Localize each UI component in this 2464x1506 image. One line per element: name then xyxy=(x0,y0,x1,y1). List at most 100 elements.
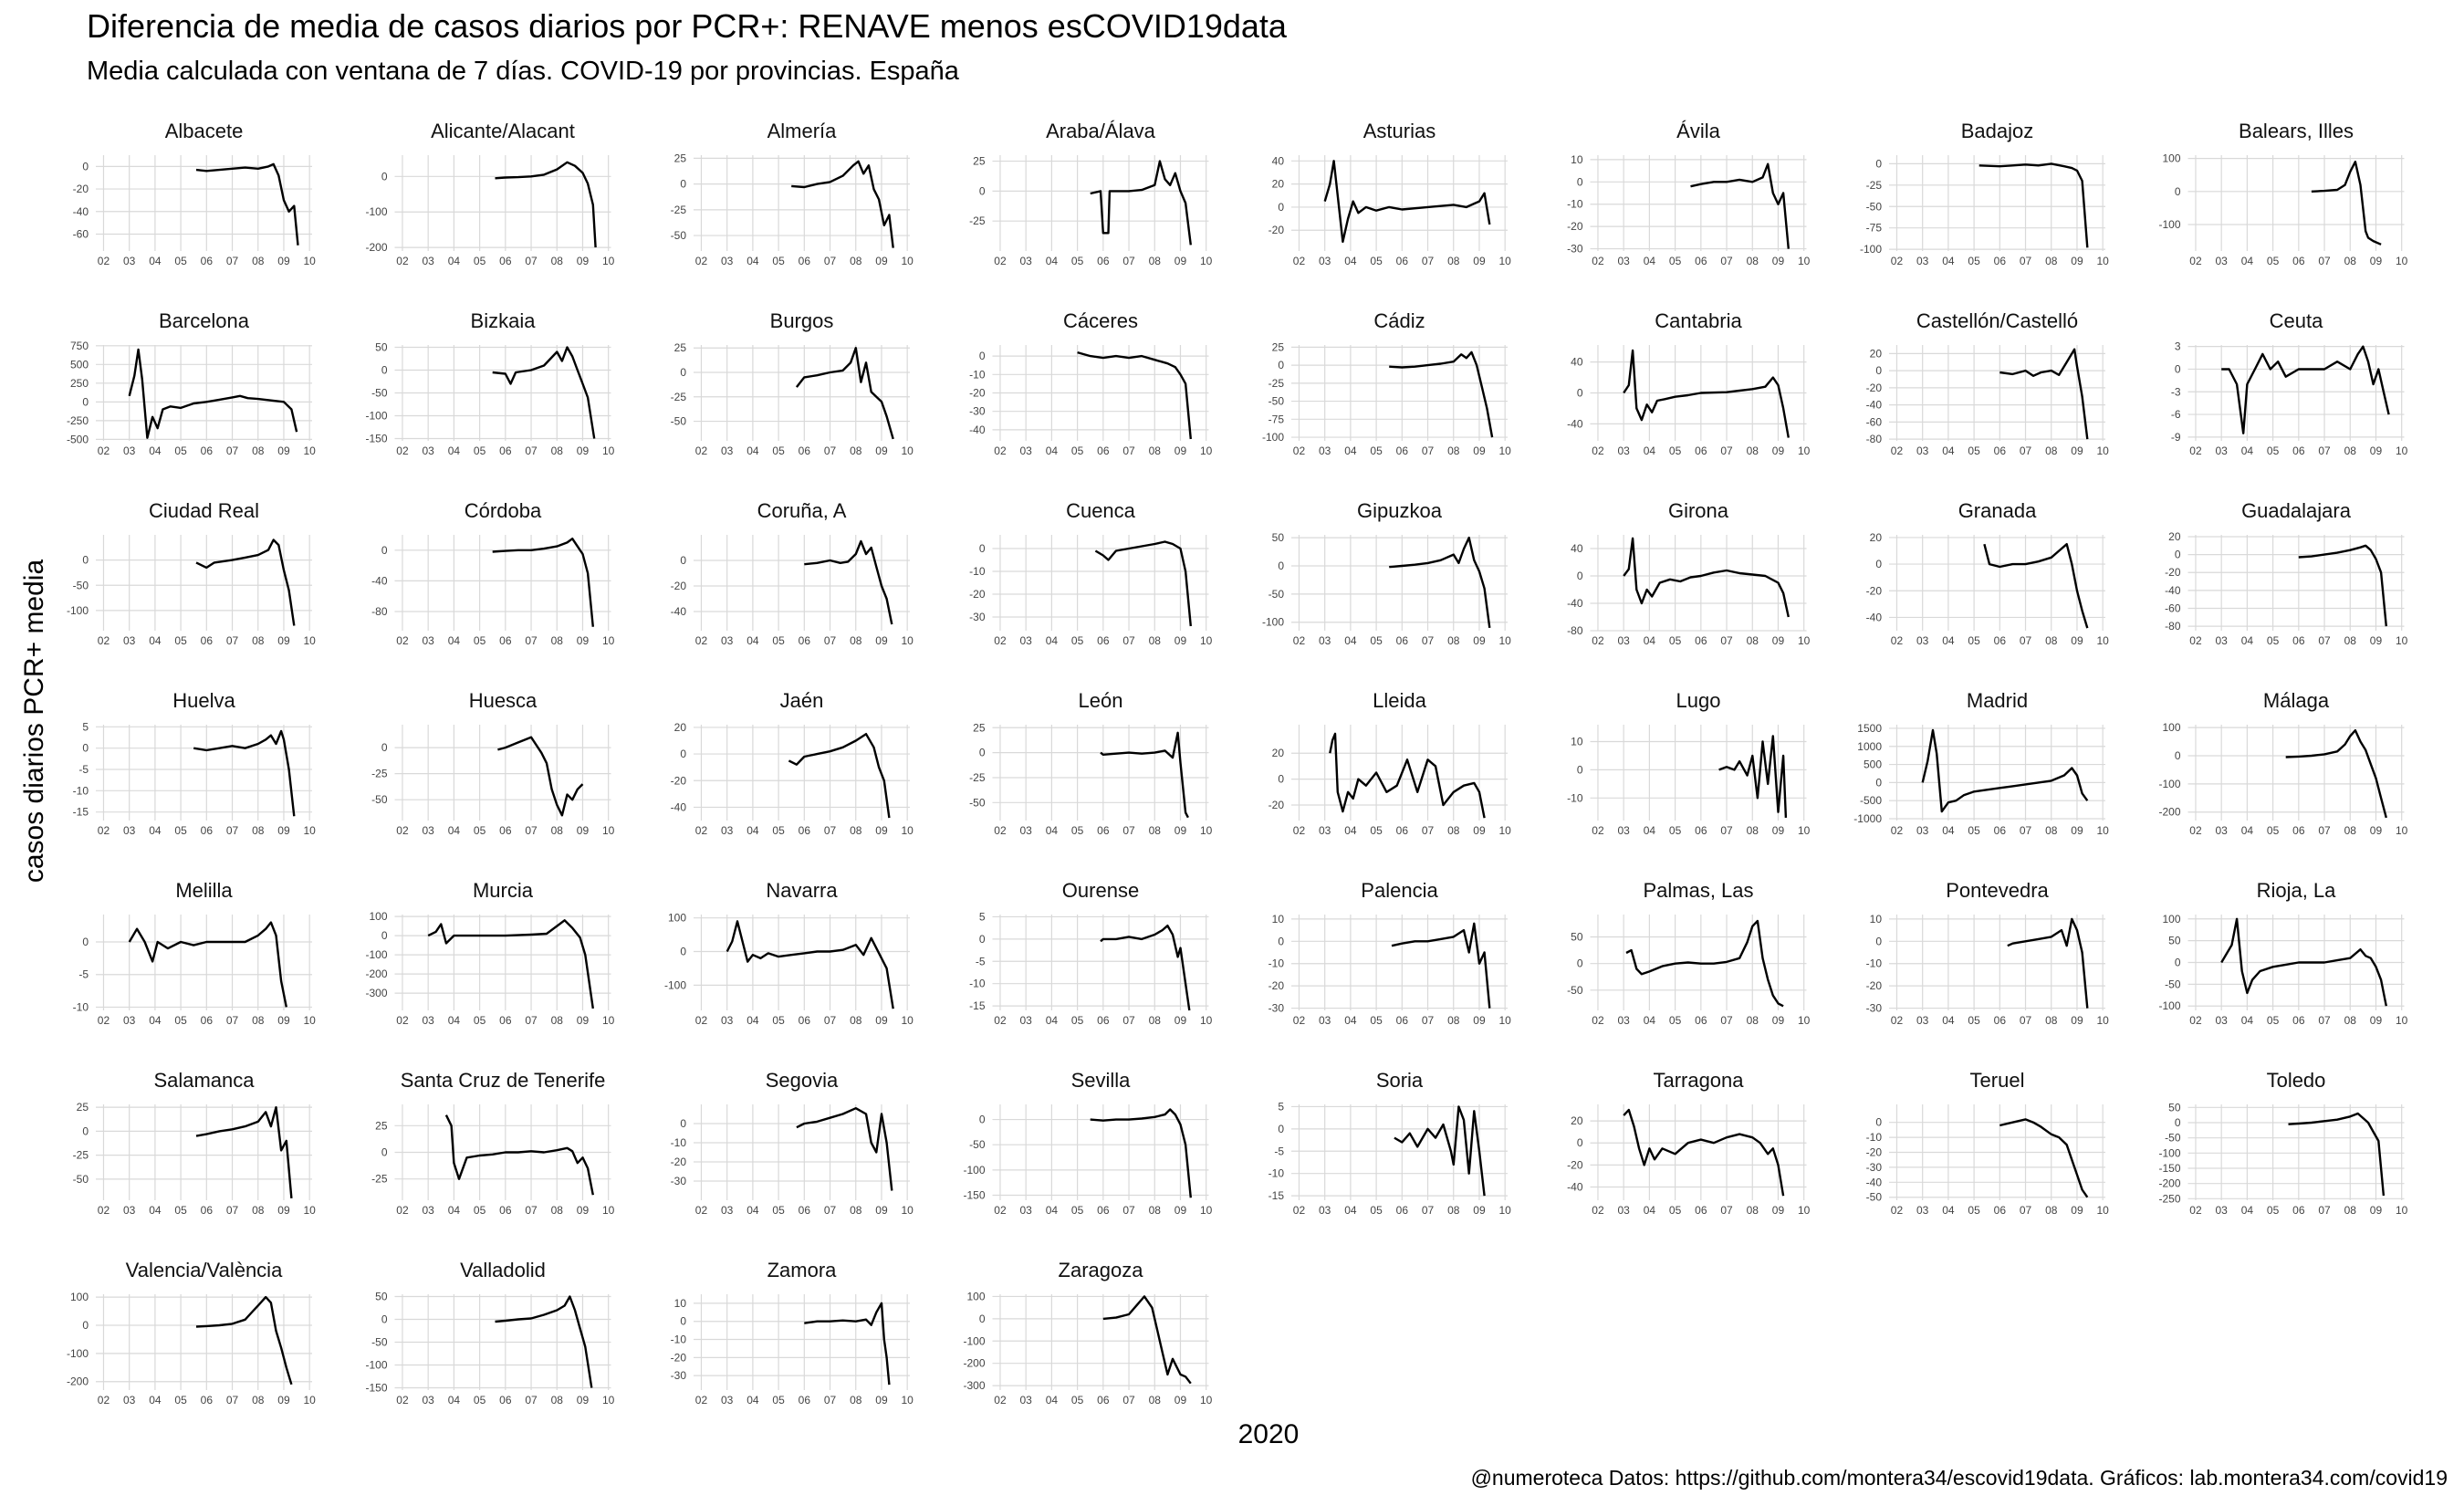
series-line xyxy=(726,920,894,1009)
x-tick-label: 07 xyxy=(824,255,837,267)
series-line xyxy=(1389,536,1491,629)
x-tick-label: 10 xyxy=(1200,1394,1213,1407)
panel: Cádiz 02 03 04 05 06 07 08 09 10 25 0 -25 -50 -75 -100 xyxy=(1262,309,1511,457)
series-line xyxy=(492,538,594,627)
x-tick-label: 05 xyxy=(1071,255,1084,267)
x-tick-label: 04 xyxy=(747,824,759,837)
panel-title: Guadalajara xyxy=(2241,499,2352,522)
x-tick-label: 08 xyxy=(1747,255,1759,267)
y-tick-label: 20 xyxy=(1571,1114,1583,1127)
series-line xyxy=(495,1295,593,1388)
x-tick-label: 03 xyxy=(721,634,734,647)
y-tick-label: -500 xyxy=(1860,794,1882,807)
y-tick-label: 0 xyxy=(979,747,986,759)
y-tick-label: 10 xyxy=(1272,913,1285,926)
y-tick-label: 40 xyxy=(1272,154,1285,167)
series-line xyxy=(495,161,597,248)
y-tick-label: -5 xyxy=(1274,1145,1284,1157)
y-tick-label: -40 xyxy=(73,205,89,218)
panel: Teruel 02 03 04 05 06 07 08 09 10 0 -10 -20 -30 -40 -50 xyxy=(1866,1069,2110,1217)
x-tick-label: 06 xyxy=(201,824,214,837)
x-tick-label: 08 xyxy=(1747,634,1759,647)
y-tick-label: -100 xyxy=(1262,616,1284,629)
y-tick-label: -40 xyxy=(1866,1176,1883,1188)
y-tick-label: -6 xyxy=(2171,408,2181,421)
x-tick-label: 07 xyxy=(226,634,239,647)
x-tick-label: 05 xyxy=(1071,824,1084,837)
series-line xyxy=(1623,349,1790,438)
panel-title: Pontevedra xyxy=(1946,879,2049,902)
x-tick-label: 02 xyxy=(396,1394,409,1407)
x-tick-label: 05 xyxy=(474,444,486,457)
x-tick-label: 07 xyxy=(1422,1014,1435,1027)
x-tick-label: 08 xyxy=(850,1394,862,1407)
x-tick-label: 06 xyxy=(1994,634,2007,647)
panel-title: Zaragoza xyxy=(1059,1259,1144,1281)
y-tick-label: 50 xyxy=(2168,935,2181,947)
y-tick-label: -25 xyxy=(73,1149,89,1162)
panel-title: Almería xyxy=(767,120,838,142)
panel: Barcelona 02 03 04 05 06 07 08 09 10 750 500 250 0 -25… xyxy=(67,309,316,457)
x-tick-label: 03 xyxy=(1617,634,1630,647)
x-tick-label: 08 xyxy=(2344,1014,2357,1027)
panel: Asturias 02 03 04 05 06 07 08 09 10 40 20 0 -20 xyxy=(1269,120,1512,267)
x-tick-label: 08 xyxy=(2344,444,2357,457)
panel-title: Segovia xyxy=(766,1069,839,1092)
y-tick-label: 0 xyxy=(2175,549,2181,561)
x-tick-label: 03 xyxy=(1617,1204,1630,1217)
x-tick-label: 05 xyxy=(1669,1014,1682,1027)
x-tick-label: 02 xyxy=(396,255,409,267)
x-tick-label: 06 xyxy=(1097,1204,1110,1217)
y-tick-label: -200 xyxy=(2158,1177,2180,1190)
y-tick-label: -50 xyxy=(1866,200,1883,213)
x-tick-label: 06 xyxy=(799,255,811,267)
y-tick-label: -1000 xyxy=(1853,812,1882,825)
x-tick-label: 03 xyxy=(1319,1204,1331,1217)
x-tick-label: 02 xyxy=(2189,824,2202,837)
panel-title: Soria xyxy=(1376,1069,1424,1092)
y-tick-label: -5 xyxy=(78,968,89,981)
x-tick-label: 05 xyxy=(772,824,785,837)
series-line xyxy=(788,733,891,819)
y-tick-label: 0 xyxy=(2175,957,2181,969)
x-tick-label: 10 xyxy=(2396,444,2408,457)
x-tick-label: 02 xyxy=(695,255,708,267)
x-tick-label: 04 xyxy=(747,255,759,267)
y-tick-label: -25 xyxy=(969,771,986,784)
x-tick-label: 06 xyxy=(1097,444,1110,457)
y-tick-label: 0 xyxy=(82,160,89,173)
y-tick-label: 0 xyxy=(1875,1116,1882,1129)
y-tick-label: -100 xyxy=(963,1164,985,1177)
x-tick-label: 05 xyxy=(474,1204,486,1217)
y-tick-label: -20 xyxy=(2165,566,2181,579)
panel: Palencia 02 03 04 05 06 07 08 09 10 10 0 -10 -20 -30 xyxy=(1269,879,1512,1027)
x-tick-label: 02 xyxy=(396,444,409,457)
series-line xyxy=(1625,919,1784,1008)
x-tick-label: 06 xyxy=(799,1204,811,1217)
x-tick-label: 06 xyxy=(1396,1204,1409,1217)
x-tick-label: 07 xyxy=(525,1014,538,1027)
x-tick-label: 05 xyxy=(1669,255,1682,267)
x-tick-label: 05 xyxy=(1071,444,1084,457)
y-tick-label: 0 xyxy=(1577,957,1583,970)
y-tick-label: -100 xyxy=(2158,1146,2180,1159)
y-tick-label: -25 xyxy=(969,214,986,227)
series-line xyxy=(1102,1295,1192,1385)
y-tick-label: -40 xyxy=(2165,584,2181,597)
x-tick-label: 09 xyxy=(577,824,590,837)
y-tick-label: -100 xyxy=(365,205,387,218)
x-tick-label: 06 xyxy=(1695,444,1707,457)
panel: Albacete 02 03 04 05 06 07 08 09 10 0 -20 -40 -60 xyxy=(73,120,317,267)
x-tick-label: 06 xyxy=(1695,255,1707,267)
x-tick-label: 05 xyxy=(174,634,187,647)
x-tick-label: 08 xyxy=(1149,444,1162,457)
x-tick-label: 07 xyxy=(1422,255,1435,267)
x-tick-label: 08 xyxy=(551,1204,564,1217)
x-tick-label: 02 xyxy=(2189,634,2202,647)
x-tick-label: 07 xyxy=(226,1394,239,1407)
y-tick-label: 0 xyxy=(1875,558,1882,570)
y-tick-label: 0 xyxy=(381,741,388,754)
y-tick-label: -200 xyxy=(365,967,387,980)
y-tick-label: 500 xyxy=(70,358,89,371)
